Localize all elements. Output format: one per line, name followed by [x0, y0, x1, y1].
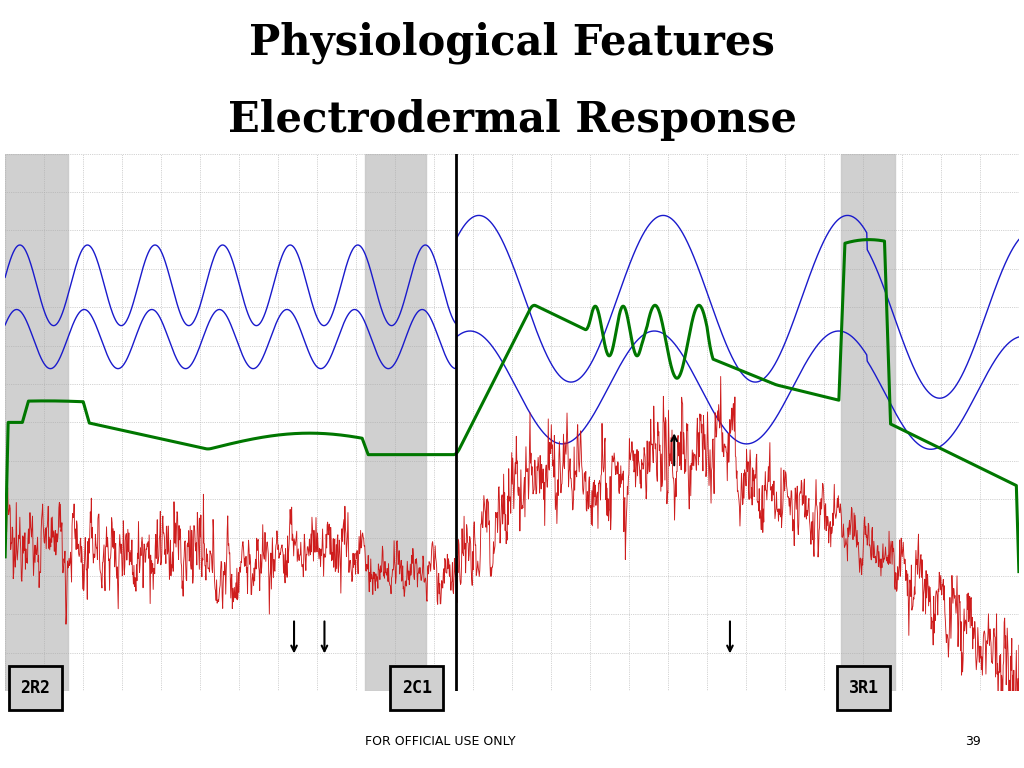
- Bar: [5, 154, 68, 691]
- Bar: [365, 154, 426, 691]
- Text: FOR OFFICIAL USE ONLY: FOR OFFICIAL USE ONLY: [365, 735, 516, 747]
- Text: Electrodermal Response: Electrodermal Response: [227, 99, 797, 141]
- Text: 2R2: 2R2: [20, 679, 50, 697]
- Text: 39: 39: [965, 735, 981, 747]
- Text: 3R1: 3R1: [849, 679, 879, 697]
- Bar: [842, 154, 895, 691]
- Text: 2C1: 2C1: [401, 679, 432, 697]
- Text: Physiological Features: Physiological Features: [249, 22, 775, 65]
